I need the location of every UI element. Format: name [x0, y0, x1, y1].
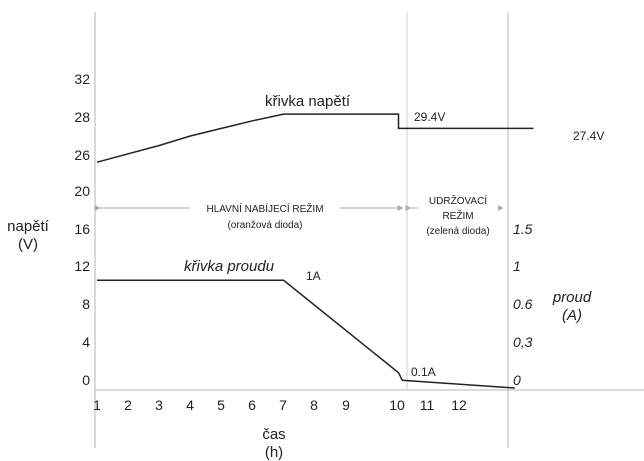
x-tick: 4 [186, 397, 194, 413]
x-tick: 3 [155, 397, 163, 413]
x-tick: 2 [124, 397, 132, 413]
x-tick: 8 [310, 397, 318, 413]
y2-tick: 1.5 [513, 221, 533, 237]
y-tick: 20 [74, 183, 90, 199]
series-label-current: křivka proudu [184, 258, 275, 275]
y2-tick: 0,3 [513, 334, 533, 350]
y2-tick: 1 [513, 258, 521, 274]
x-tick: 6 [248, 397, 256, 413]
phase-main-sub: (oranžová dioda) [227, 220, 302, 231]
series-line-voltage [96, 113, 534, 163]
phase-float-label-1: UDRŽOVACÍ [429, 194, 487, 207]
y-tick: 4 [82, 334, 90, 350]
x-tick: 10 [389, 397, 405, 413]
x-tick: 11 [420, 397, 435, 413]
y2-tick: 0.6 [513, 296, 533, 312]
x-ticks: 1 2 3 4 5 6 7 8 9 10 11 12 [93, 397, 467, 413]
phase-float-label-2: REŽIM [442, 209, 473, 222]
y-tick: 0 [82, 372, 90, 388]
annotation-1a: 1A [306, 269, 321, 283]
x-tick: 5 [217, 397, 225, 413]
y-tick: 16 [74, 221, 90, 237]
phase-float-sub: (zelená dioda) [426, 226, 489, 237]
x-tick: 9 [342, 397, 350, 413]
phase-label-bg [190, 200, 340, 216]
series-line-current [97, 279, 515, 389]
phase-main-label: HLAVNÍ NABÍJECÍ REŽIM [206, 202, 323, 215]
ylabel-line-1: napětí [7, 218, 50, 235]
y-ticks: 0 4 8 12 16 20 26 28 32 [74, 71, 90, 388]
x-tick: 1 [93, 397, 101, 413]
series-label-voltage: křivka napětí [265, 93, 351, 110]
x-tick: 12 [451, 397, 467, 413]
y2label-line-2: (A) [562, 307, 582, 324]
y-tick: 12 [74, 258, 90, 274]
y2-tick: 0 [513, 372, 521, 388]
annotation-27-4v: 27.4V [573, 129, 604, 143]
xlabel-line-1: čas [262, 426, 285, 443]
y-tick: 8 [82, 296, 90, 312]
y-tick: 26 [74, 147, 90, 163]
y2label-line-1: proud [552, 289, 592, 306]
xlabel-line-2: (h) [265, 444, 283, 461]
phase2-label-bg [418, 200, 498, 216]
y-tick: 32 [74, 71, 90, 87]
x-tick: 7 [279, 397, 287, 413]
y2-ticks: 0 0,3 0.6 1 1.5 [513, 221, 533, 388]
annotation-29-4v: 29.4V [414, 110, 445, 124]
annotation-0-1a: 0.1A [411, 365, 436, 379]
ylabel-line-2: (V) [18, 236, 38, 253]
y-tick: 28 [74, 109, 90, 125]
